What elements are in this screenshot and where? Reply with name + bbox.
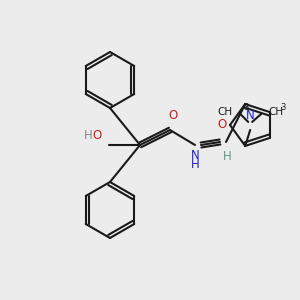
- Text: O: O: [218, 118, 227, 131]
- Text: O: O: [168, 109, 178, 122]
- Text: CH: CH: [217, 107, 232, 117]
- Text: O: O: [93, 129, 102, 142]
- Text: 3: 3: [280, 103, 286, 112]
- Text: 3: 3: [243, 103, 249, 112]
- Text: H: H: [84, 129, 93, 142]
- Text: CH: CH: [268, 107, 283, 117]
- Text: H: H: [190, 158, 200, 171]
- Text: N: N: [190, 149, 200, 162]
- Text: H: H: [223, 150, 232, 163]
- Text: N: N: [246, 109, 255, 122]
